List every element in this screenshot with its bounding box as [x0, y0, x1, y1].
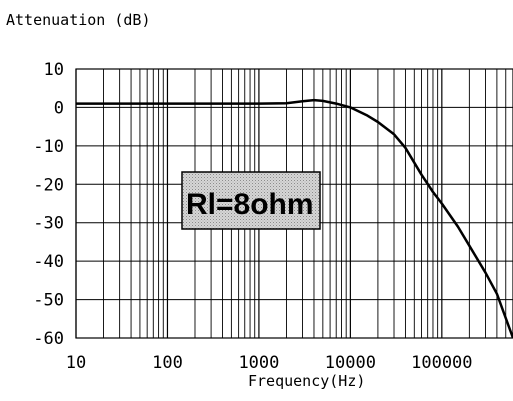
- plot-frame: [75, 68, 513, 339]
- y-tick-labels: 10 0 -10 -20 -30 -40 -50 -60: [33, 60, 64, 349]
- x-tick-label: 100000: [411, 353, 472, 373]
- annotation-label: Rl=8ohm: [186, 188, 314, 221]
- y-tick-label: -40: [33, 252, 64, 272]
- y-tick-label: -50: [33, 291, 64, 311]
- annotation-background: [181, 171, 321, 230]
- x-tick-label: 10000: [325, 353, 376, 373]
- x-tick-label: 100: [152, 353, 183, 373]
- y-tick-label: -10: [33, 137, 64, 157]
- chart-title: Attenuation (dB): [6, 11, 151, 29]
- x-tick-label: 1000: [238, 353, 279, 373]
- series-line: [76, 98, 513, 339]
- annotation-box: Rl=8ohm: [181, 171, 321, 230]
- y-tick-label: -20: [33, 175, 64, 195]
- series-layer: [76, 98, 513, 339]
- y-tick-label: -60: [33, 329, 64, 349]
- y-tick-label: -30: [33, 214, 64, 234]
- y-tick-label: 10: [44, 60, 64, 80]
- x-tick-label: 10: [66, 353, 86, 373]
- x-axis-label: Frequency(Hz): [248, 372, 365, 390]
- x-tick-labels: 10 100 1000 10000 100000: [66, 353, 473, 373]
- y-tick-label: 0: [54, 98, 64, 118]
